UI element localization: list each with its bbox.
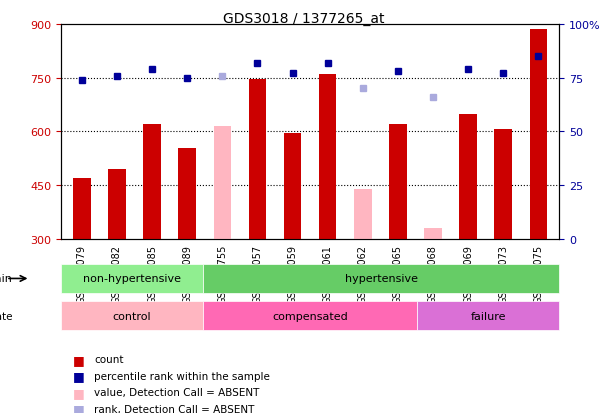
Bar xyxy=(178,148,196,240)
Bar xyxy=(424,229,442,240)
Bar xyxy=(354,190,371,240)
Bar xyxy=(319,75,336,240)
Text: ■: ■ xyxy=(73,369,85,382)
Text: percentile rank within the sample: percentile rank within the sample xyxy=(94,371,270,381)
Text: compensated: compensated xyxy=(272,311,348,321)
Bar xyxy=(108,170,126,240)
Bar xyxy=(530,30,547,240)
Text: ■: ■ xyxy=(73,402,85,413)
Text: failure: failure xyxy=(471,311,506,321)
Text: ■: ■ xyxy=(73,386,85,399)
Bar xyxy=(389,125,407,240)
FancyBboxPatch shape xyxy=(61,264,203,293)
Text: rank, Detection Call = ABSENT: rank, Detection Call = ABSENT xyxy=(94,404,255,413)
Bar xyxy=(459,114,477,240)
Bar xyxy=(73,179,91,240)
Text: ■: ■ xyxy=(73,353,85,366)
Text: hypertensive: hypertensive xyxy=(345,274,418,284)
FancyBboxPatch shape xyxy=(203,301,417,330)
Text: disease state: disease state xyxy=(0,311,12,321)
Text: control: control xyxy=(112,311,151,321)
Text: value, Detection Call = ABSENT: value, Detection Call = ABSENT xyxy=(94,387,260,397)
Text: count: count xyxy=(94,354,124,364)
Text: non-hypertensive: non-hypertensive xyxy=(83,274,181,284)
Text: strain: strain xyxy=(0,274,12,284)
FancyBboxPatch shape xyxy=(61,301,203,330)
Bar xyxy=(143,125,161,240)
FancyBboxPatch shape xyxy=(203,264,559,293)
Bar xyxy=(284,134,302,240)
FancyBboxPatch shape xyxy=(417,301,559,330)
Bar xyxy=(494,129,512,240)
Text: GDS3018 / 1377265_at: GDS3018 / 1377265_at xyxy=(223,12,385,26)
Bar xyxy=(249,80,266,240)
Bar xyxy=(213,127,231,240)
